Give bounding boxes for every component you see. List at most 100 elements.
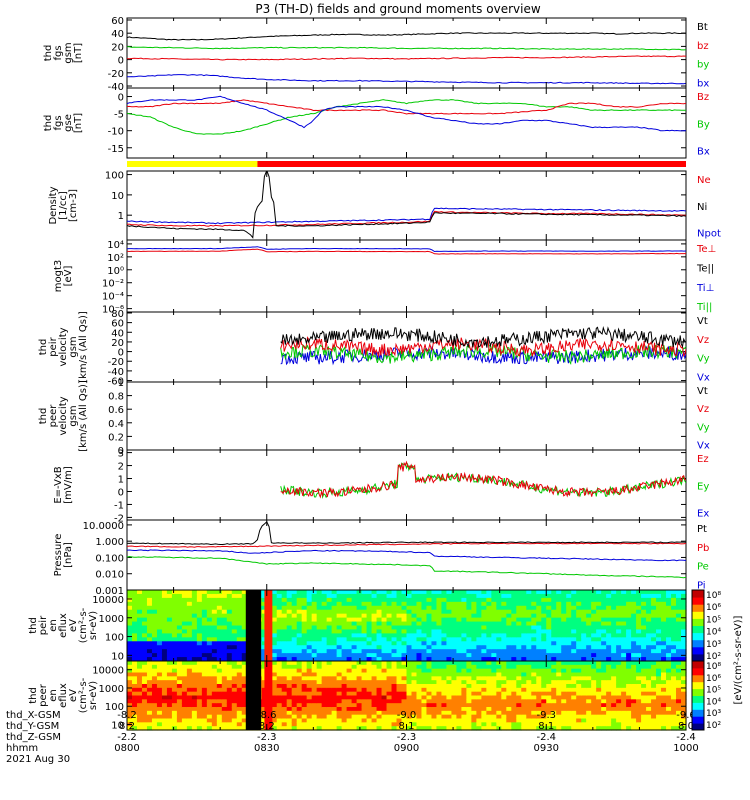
spectro-cell xyxy=(416,718,423,723)
spectro-cell xyxy=(421,609,428,615)
spectro-cell xyxy=(211,649,218,654)
series-Pe xyxy=(127,555,686,579)
spectro-cell xyxy=(501,601,507,607)
spectro-cell xyxy=(551,605,557,611)
spectro-cell xyxy=(611,680,617,685)
spectro-cell xyxy=(241,613,248,619)
spectro-cell xyxy=(431,676,438,681)
spectro-cell xyxy=(321,649,328,654)
spectro-cell xyxy=(656,657,662,662)
spectro-cell xyxy=(396,710,403,716)
spectro-cell xyxy=(127,707,133,712)
spectro-cell xyxy=(656,680,662,685)
spectro-cell xyxy=(466,629,472,634)
spectro-cell xyxy=(361,695,368,700)
spectro-cell xyxy=(271,691,278,697)
spectro-cell xyxy=(556,707,562,712)
spectro-cell xyxy=(656,653,662,658)
spectro-cell xyxy=(381,699,388,704)
spectro-cell xyxy=(486,653,492,658)
spectro-cell xyxy=(296,605,303,611)
spectro-cell xyxy=(566,633,572,638)
spectro-cell xyxy=(476,680,482,685)
spectro-cell xyxy=(136,649,143,654)
spectro-cell xyxy=(576,707,582,712)
spectro-cell xyxy=(426,609,433,615)
spectro-cell xyxy=(446,637,453,642)
spectro-cell xyxy=(576,718,582,723)
spectro-cell xyxy=(471,645,477,650)
spectro-cell xyxy=(536,703,542,708)
spectro-cell xyxy=(561,699,567,704)
spectro-cell xyxy=(356,714,363,720)
spectro-cell xyxy=(556,593,562,599)
spectro-cell xyxy=(396,699,403,704)
spectro-cell xyxy=(606,617,612,623)
spectro-cell xyxy=(196,641,203,646)
spectro-cell xyxy=(491,593,497,599)
spectro-cell xyxy=(541,597,547,603)
spectro-cell xyxy=(206,645,213,650)
spectro-cell xyxy=(131,597,138,603)
spectro-cell xyxy=(581,695,587,700)
spectro-cell xyxy=(146,668,153,674)
legend-Ti||: Ti|| xyxy=(696,302,712,313)
spectro-cell xyxy=(351,676,358,681)
spectro-cell xyxy=(326,699,333,704)
spectro-cell xyxy=(211,707,218,712)
spectro-cell xyxy=(471,617,477,623)
spectro-cell xyxy=(556,625,562,631)
ytick-label: 100 xyxy=(105,633,124,644)
spectro-cell xyxy=(586,605,592,611)
spectro-cell xyxy=(506,684,512,689)
spectro-cell xyxy=(201,605,208,611)
spectro-cell xyxy=(576,605,582,611)
spectro-cell xyxy=(281,680,288,685)
spectro-cell xyxy=(476,613,482,619)
spectro-cell xyxy=(201,661,208,666)
spectro-cell xyxy=(581,699,587,704)
spectro-cell xyxy=(651,617,657,623)
spectro-cell xyxy=(491,657,497,662)
spectro-cell xyxy=(446,680,453,685)
spectro-cell xyxy=(181,617,188,623)
spectro-cell xyxy=(606,726,612,731)
spectro-cell xyxy=(331,699,338,704)
spectro-cell xyxy=(286,637,293,642)
spectro-cell xyxy=(601,617,607,623)
spectro-cell xyxy=(476,664,482,670)
spectro-cell xyxy=(666,718,672,723)
spectro-cell xyxy=(411,672,418,677)
spectro-cell xyxy=(291,617,298,623)
spectro-cell xyxy=(311,664,318,670)
spectro-cell xyxy=(421,714,428,720)
spectro-cell xyxy=(566,699,572,704)
spectro-cell xyxy=(356,601,363,607)
spectro-cell xyxy=(131,699,138,704)
spectro-cell xyxy=(596,593,602,599)
spectro-cell xyxy=(556,601,562,607)
spectro-cell xyxy=(436,633,443,638)
ytick-label: -20 xyxy=(108,357,124,368)
spectro-cell xyxy=(436,684,443,689)
spectro-cell xyxy=(596,649,602,654)
spectro-cell xyxy=(521,645,527,650)
spectro-cell xyxy=(411,707,418,712)
spectro-cell xyxy=(641,609,647,615)
spectro-cell xyxy=(281,707,288,712)
spectro-cell xyxy=(191,590,198,595)
spectro-cell xyxy=(616,672,622,677)
spectro-cell xyxy=(356,718,363,723)
spectro-cell xyxy=(296,664,303,670)
spectro-cell xyxy=(166,633,173,638)
spectro-cell xyxy=(566,664,572,670)
spectro-cell xyxy=(321,714,328,720)
spectro-cell xyxy=(201,672,208,677)
spectro-cell xyxy=(441,707,448,712)
spectro-cell xyxy=(401,637,408,642)
spectro-cell xyxy=(466,645,472,650)
spectro-cell xyxy=(291,605,298,611)
spectro-cell xyxy=(296,609,303,615)
spectro-cell xyxy=(216,718,223,723)
spectro-cell xyxy=(296,625,303,631)
